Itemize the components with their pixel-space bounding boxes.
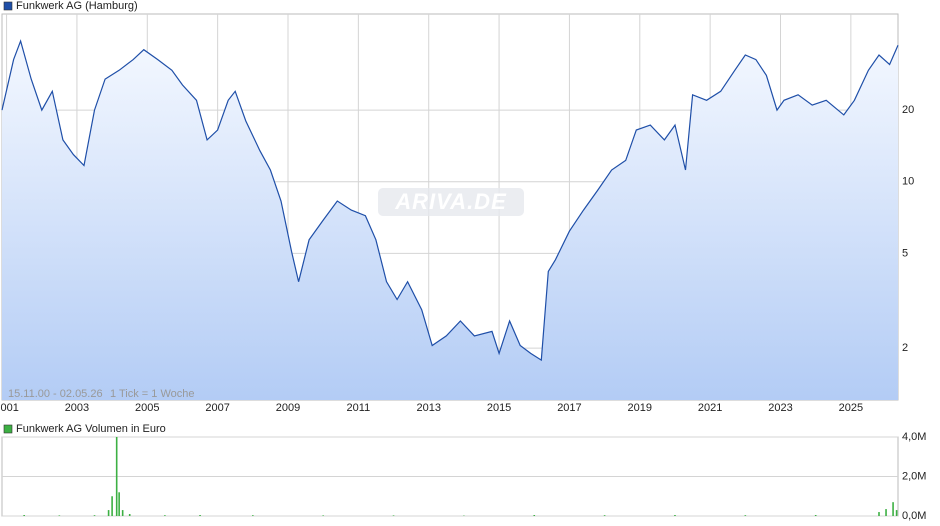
watermark-box [378, 188, 524, 216]
area [2, 41, 898, 400]
x-tick-label: 2005 [135, 402, 159, 414]
x-tick-label: 2023 [768, 402, 792, 414]
x-tick-label: 2019 [628, 402, 652, 414]
volume-bar [744, 515, 747, 516]
price-line [1, 39, 899, 362]
y-tick-label: 5 [902, 247, 908, 259]
x-tick-label: 2015 [487, 402, 511, 414]
volume-bar [111, 496, 113, 516]
y-tick-label: 20 [902, 104, 914, 116]
x-tick-label: 2017 [557, 402, 581, 414]
volume-bar [93, 515, 96, 516]
volume-bar [199, 515, 201, 516]
volume-bar [107, 510, 110, 516]
x-tick-label: 2011 [347, 402, 371, 414]
x-tick-label: 2001 [0, 402, 19, 414]
volume-bar [115, 437, 118, 516]
legend-swatch [3, 424, 13, 434]
y-tick-label: 2,0M [902, 470, 926, 482]
volume-bar [252, 515, 254, 516]
volume-bar [895, 510, 898, 516]
volume-bar [121, 510, 124, 516]
annotation: 15.11.00 - 02.05.26 [8, 388, 103, 400]
volume-bar [674, 515, 676, 516]
volume-bar [23, 515, 25, 516]
x-tick-label: 2021 [698, 402, 722, 414]
legend-label: Funkwerk AG (Hamburg) [16, 0, 138, 12]
y-tick-label: 4,0M [902, 431, 926, 443]
annotation: 1 Tick = 1 Woche [110, 388, 194, 400]
volume-bar [164, 515, 166, 516]
volume-bar [392, 515, 395, 516]
x-tick-label: 2013 [416, 402, 440, 414]
volume-bar [885, 509, 887, 516]
x-tick-label: 2025 [839, 402, 863, 414]
volume-bar [603, 515, 606, 516]
x-tick-label: 2009 [276, 402, 300, 414]
volume-bar [128, 514, 131, 516]
x-tick-label: 2007 [205, 402, 229, 414]
volume-bar [118, 492, 120, 516]
volume-bar [58, 515, 61, 516]
y-tick-label: 2 [902, 342, 908, 354]
y-tick-label: 10 [902, 176, 914, 188]
legend-label: Funkwerk AG Volumen in Euro [16, 423, 166, 435]
volume-bar [878, 512, 880, 516]
volume-bar [533, 515, 536, 516]
y-tick-label: 0,0M [902, 510, 926, 522]
volume-bar [322, 515, 324, 516]
x-tick-label: 2003 [65, 402, 89, 414]
volume-bar [814, 515, 817, 516]
volume-bar [892, 502, 894, 516]
legend-swatch [3, 1, 13, 11]
watermark: ARIVA.DE [394, 189, 507, 214]
